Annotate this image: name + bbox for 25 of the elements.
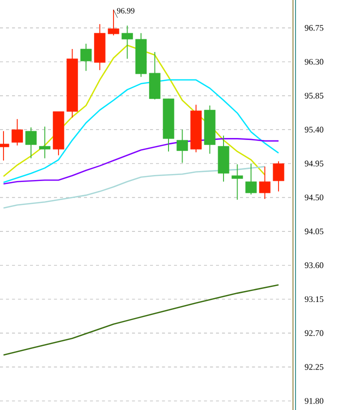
y-tick-label: 94.50 (304, 194, 324, 200)
candlestick (176, 129, 188, 164)
y-tick-label: 95.85 (304, 92, 324, 99)
candlestick (25, 126, 37, 159)
y-tick-label: 94.95 (304, 160, 324, 166)
candlestick (259, 166, 270, 200)
annotation: 96.99 (116, 8, 134, 14)
line-series (2, 284, 280, 356)
y-tick-label: 92.70 (304, 330, 324, 336)
y-tick-label: 96.75 (304, 25, 324, 31)
candlestick (12, 118, 23, 146)
y-tick-label: 92.25 (304, 364, 324, 370)
y-tick-label: 93.60 (304, 262, 324, 268)
candlestick (272, 160, 284, 192)
y-tick-label: 96.30 (304, 58, 324, 65)
candlestick (245, 163, 257, 195)
candlestick (39, 126, 50, 159)
candlestick (80, 43, 92, 72)
y-tick-label: 91.80 (304, 398, 324, 404)
candlestick (232, 164, 243, 200)
y-tick-label: 95.40 (304, 126, 324, 133)
y-tick-label: 94.05 (304, 228, 324, 234)
line-series (2, 138, 280, 185)
candlestick (122, 25, 133, 60)
y-tick-label: 93.15 (304, 296, 324, 302)
